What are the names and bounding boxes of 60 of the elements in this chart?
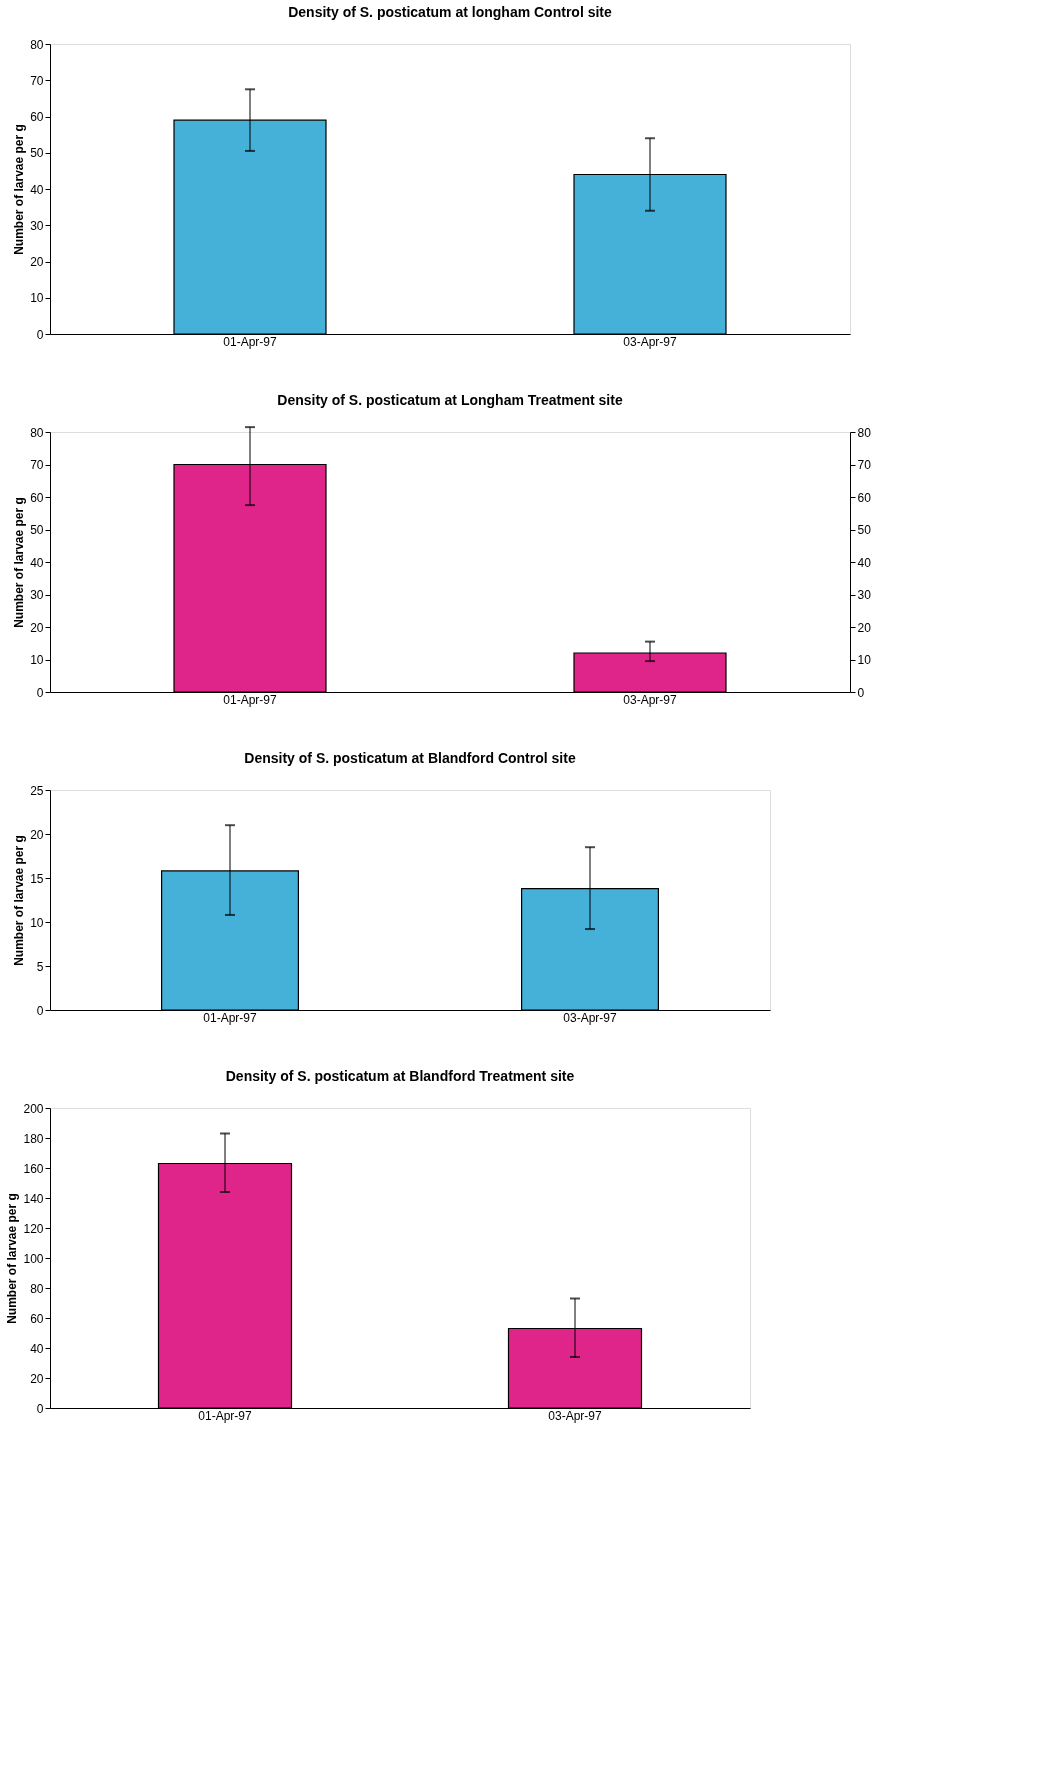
x-tick-label: 01-Apr-97 [223, 692, 277, 707]
y-tick-label: 60 [30, 490, 44, 505]
y-tick-label: 160 [23, 1161, 44, 1176]
y-tick-label: 100 [23, 1251, 44, 1266]
y2-tick-label: 70 [857, 458, 872, 472]
y-tick-label: 140 [23, 1191, 44, 1206]
y-tick-label: 70 [30, 73, 44, 88]
y2-tick-label: 30 [857, 588, 872, 602]
y-tick-label: 120 [23, 1221, 44, 1236]
y-tick-label: 60 [30, 110, 44, 124]
y-tick-label: 40 [30, 182, 44, 197]
y2-tick-label: 40 [857, 555, 872, 570]
x-tick-label: 03-Apr-97 [563, 1010, 617, 1025]
y-tick-label: 15 [30, 871, 44, 886]
chart-title: Density of S. posticatum at longham Control site [288, 4, 612, 20]
y-tick-label: 10 [30, 291, 44, 306]
chart-title: Density of S. posticatum at Blandford Control site [244, 750, 576, 766]
y-axis-title: Number of larvae per g [5, 1193, 20, 1324]
y-tick-label: 0 [36, 685, 44, 700]
y2-tick-label: 60 [857, 490, 872, 505]
y-tick-label: 30 [30, 218, 44, 233]
y-tick-label: 80 [30, 1281, 44, 1296]
x-tick-label: 03-Apr-97 [623, 692, 677, 707]
y-tick-label: 10 [30, 653, 44, 667]
y-tick-label: 80 [30, 425, 44, 440]
y2-tick-label: 20 [857, 620, 872, 635]
y-tick-label: 40 [30, 555, 44, 570]
y-axis-title: Number of larvae per g [12, 497, 27, 628]
y2-tick-label: 0 [857, 685, 865, 700]
y-tick-label: 0 [36, 1003, 44, 1018]
y-tick-label: 60 [30, 1311, 44, 1326]
x-tick-label: 01-Apr-97 [223, 334, 277, 349]
y-tick-label: 50 [30, 523, 44, 537]
y-tick-label: 50 [30, 146, 44, 161]
y-tick-label: 180 [23, 1131, 44, 1146]
y-tick-label: 20 [30, 1371, 44, 1386]
y-tick-label: 80 [30, 37, 44, 52]
x-tick-label: 01-Apr-97 [198, 1408, 252, 1423]
chart-title: Density of S. posticatum at Longham Treatment site [277, 392, 623, 408]
y-tick-label: 10 [30, 915, 44, 930]
y-tick-label: 70 [30, 458, 44, 472]
x-tick-label: 03-Apr-97 [623, 334, 677, 349]
y-tick-label: 25 [30, 783, 44, 798]
y-tick-label: 0 [36, 1401, 44, 1416]
y-tick-label: 0 [36, 327, 44, 342]
y-axis-title: Number of larvae per g [12, 835, 27, 966]
y-tick-label: 40 [30, 1341, 44, 1356]
y-tick-label: 20 [30, 620, 44, 635]
y-tick-label: 20 [30, 255, 44, 269]
y2-tick-label: 10 [857, 653, 872, 667]
y2-tick-label: 50 [857, 523, 872, 537]
y-tick-label: 200 [23, 1101, 44, 1116]
chart-title: Density of S. posticatum at Blandford Treatment site [225, 1068, 575, 1084]
y-tick-label: 30 [30, 588, 44, 602]
y2-tick-label: 80 [857, 425, 872, 440]
y-tick-label: 20 [30, 827, 44, 842]
x-tick-label: 01-Apr-97 [203, 1010, 257, 1025]
x-tick-label: 03-Apr-97 [548, 1408, 602, 1423]
y-tick-label: 5 [36, 959, 44, 974]
y-axis-title: Number of larvae per g [12, 124, 27, 255]
